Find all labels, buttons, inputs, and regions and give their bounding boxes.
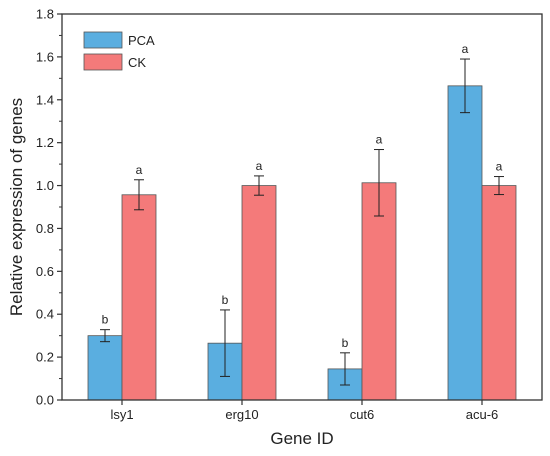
legend-swatch-pca [83,31,123,49]
y-axis: 0.0 0.2 0.4 0.6 0.8 1.0 1.2 1.4 1.6 1.8 [36,7,62,408]
significance-label-ck-cut6: a [376,133,383,147]
y-tick-label: 0.8 [36,221,54,236]
significance-label-pca-cut6: b [342,336,349,350]
y-tick-label: 1.8 [36,7,54,22]
y-tick-label: 1.0 [36,178,54,193]
bar-ck-erg10 [241,185,277,401]
legend-label-ck: CK [128,55,146,70]
significance-label-pca-acu-6: a [462,42,469,56]
y-tick-label: 0.6 [36,264,54,279]
bar-ck-lsy1 [121,194,157,401]
bar-pca-lsy1 [87,335,123,401]
y-tick-label: 0.4 [36,307,54,322]
significance-label-ck-erg10: a [256,159,263,173]
error-bars-layer [100,58,504,386]
legend-label-pca: PCA [128,33,155,48]
y-tick-label: 1.2 [36,135,54,150]
significance-label-ck-lsy1: a [136,163,143,177]
bar-ck-acu-6 [481,185,517,401]
y-tick-label: 0.2 [36,350,54,365]
legend: PCA CK [83,31,155,71]
significance-label-pca-lsy1: b [102,313,109,327]
x-tick-label-cut6: cut6 [350,407,375,422]
y-tick-label: 1.6 [36,49,54,64]
bar-pca-acu-6 [447,85,483,401]
significance-labels-layer: b a b a b a a a [102,42,503,350]
significance-label-ck-acu-6: a [496,160,503,174]
significance-label-pca-erg10: b [222,293,229,307]
x-tick-label-acu-6: acu-6 [466,407,499,422]
x-tick-label-erg10: erg10 [225,407,258,422]
x-tick-label-lsy1: lsy1 [110,407,133,422]
legend-swatch-ck [83,53,123,71]
x-axis: lsy1 erg10 cut6 acu-6 [110,400,498,422]
y-tick-label: 1.4 [36,92,54,107]
x-axis-title: Gene ID [270,429,333,448]
bars-layer [87,85,517,401]
y-axis-title: Relative expression of genes [7,98,26,316]
y-tick-label: 0.0 [36,393,54,408]
